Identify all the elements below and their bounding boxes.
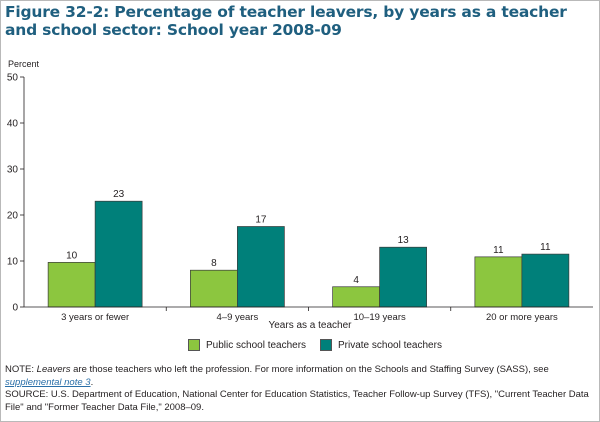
legend-swatch-public [188,339,200,351]
note-text: are those teachers who left the professi… [73,364,549,375]
bar-private [94,200,143,308]
data-label-private: 23 [113,189,125,200]
legend-item-public: Public school teachers [188,339,306,351]
y-tick-label: 0 [12,303,18,314]
figure-notes: NOTE: Leavers are those teachers who lef… [5,364,593,414]
y-axis-label: Percent [8,59,40,69]
y-tick-label: 40 [7,119,19,130]
note-paragraph: NOTE: Leavers are those teachers who lef… [5,364,593,389]
x-tick-label: 3 years or fewer [61,312,129,323]
data-label-private: 17 [255,215,267,226]
bar-private [521,253,570,308]
supplemental-note-link[interactable]: supplemental note 3 [5,376,91,388]
bar-private [237,226,285,308]
data-label-public: 11 [493,245,504,256]
note-emphasis: Leavers [36,364,71,375]
bar-public [332,286,380,308]
bar-public [47,262,96,308]
y-tick-label: 20 [7,211,19,222]
x-axis: 3 years or fewer 4–9 years 10–19 years 20 o… [24,306,593,323]
legend-item-private: Private school teachers [320,339,442,351]
note-label: NOTE: [5,364,35,375]
x-tick-label: 10–19 years [353,312,406,323]
y-tick-label: 30 [7,165,19,176]
data-label-public: 4 [353,275,359,286]
x-axis-label: Years as a teacher [268,320,352,331]
legend: Public school teachers Private school te… [0,339,600,353]
bar-private [379,246,427,308]
figure-title: Figure 32-2: Percentage of teacher leave… [5,3,567,39]
legend-label-public: Public school teachers [206,339,307,351]
data-label-private: 13 [398,235,410,246]
bar-public [190,269,238,308]
legend-label-private: Private school teachers [338,339,442,351]
x-tick-label: 4–9 years [217,312,259,323]
source-paragraph: SOURCE: U.S. Department of Education, Na… [5,389,589,413]
note-period: . [90,376,94,388]
y-axis: 0 10 20 30 40 50 [7,73,25,314]
y-tick-label: 10 [7,257,19,268]
data-label-public: 8 [211,258,217,269]
data-label-public: 10 [66,250,78,261]
x-tick-label: 20 or more years [486,312,558,323]
y-tick-label: 50 [7,73,19,84]
bars: 10 23 8 17 4 13 11 11 [47,189,570,308]
legend-swatch-private [320,339,332,351]
bar-public [474,256,523,308]
data-label-private: 11 [540,242,551,253]
